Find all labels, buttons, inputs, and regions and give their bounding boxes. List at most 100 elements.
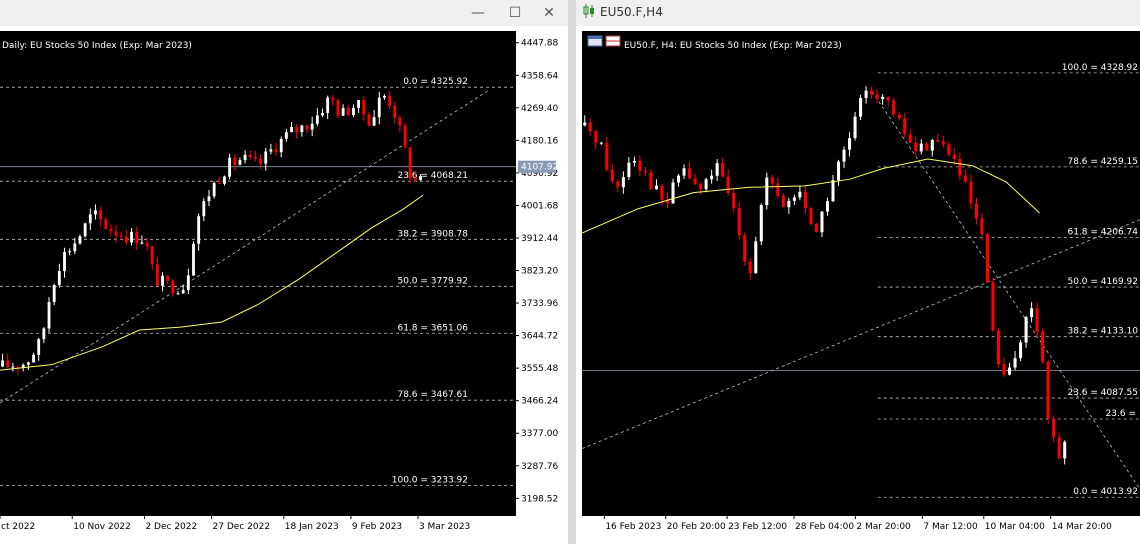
candle-bear	[398, 117, 402, 126]
candle-bear	[99, 210, 103, 220]
candle-bull	[704, 179, 708, 190]
title-bar[interactable]: EU50.F,H4	[576, 0, 1140, 26]
candle-bull	[161, 275, 164, 286]
candle-bull	[831, 180, 835, 202]
y-tick-label: 3733.96	[521, 299, 558, 309]
candle-bull	[212, 182, 216, 197]
candle-bull	[853, 116, 857, 139]
candle-bull	[1063, 441, 1067, 459]
close-button[interactable]: ✕	[543, 5, 555, 21]
moving-average-line	[582, 158, 1040, 234]
candle-bear	[665, 199, 670, 204]
candle-bear	[1035, 308, 1039, 332]
trendline	[582, 219, 1140, 450]
current-price-tag	[518, 160, 556, 173]
candle-bear	[803, 191, 807, 209]
candle-bear	[925, 143, 929, 151]
fib-level-label: 61.8 = 4206.74	[1067, 227, 1138, 237]
trendline	[0, 89, 491, 404]
candle-bear	[1057, 437, 1061, 459]
candle-bear	[875, 94, 879, 100]
chart-symbol-label: EU50.F, H4: EU Stocks 50 Index (Exp: Mar…	[624, 41, 842, 51]
candle-bull	[372, 117, 376, 126]
candlestick-chart-icon	[582, 3, 596, 23]
candle-bull	[583, 122, 587, 126]
candle-bull	[290, 127, 293, 133]
candle-bull	[32, 354, 35, 363]
candle-bear	[809, 208, 813, 224]
candle-bull	[859, 98, 863, 117]
candle-bear	[991, 282, 995, 331]
fib-level-label: 78.6 = 4259.15	[1067, 157, 1138, 167]
candle-bull	[26, 362, 30, 365]
candle-bull	[300, 125, 304, 133]
candle-bull	[315, 115, 319, 124]
candle-bull	[186, 275, 190, 290]
candle-bear	[914, 142, 918, 152]
candle-bull	[930, 140, 934, 151]
candle-bear	[393, 105, 397, 118]
h4-chart[interactable]: 100.0 = 4328.92 78.6 = 4259.15 61.8 = 4206…	[576, 26, 1140, 544]
candle-bull	[352, 107, 355, 116]
daily-chart[interactable]: 0.0 = 4325.92 23.6 = 4068.21 38.2 = 3908.7…	[0, 26, 568, 544]
maximize-button[interactable]: ☐	[508, 5, 522, 21]
candle-bull	[73, 243, 77, 252]
candle-bull	[321, 112, 324, 116]
x-tick-label: 2 Mar 20:00	[856, 522, 911, 532]
candle-bull	[202, 201, 206, 217]
fib-level-label: 23.6 = 4068.21	[397, 171, 468, 181]
fib-diagonal	[871, 91, 1140, 490]
candle-bull	[223, 176, 226, 184]
candle-bear	[660, 185, 664, 200]
candle-bear	[947, 144, 951, 155]
candle-bull	[677, 175, 681, 183]
candle-bear	[413, 178, 417, 180]
x-tick-label: 27 Dec 2022	[213, 522, 271, 532]
candle-bear	[903, 118, 907, 135]
plot-area	[0, 31, 516, 516]
y-tick-label: 3912.44	[521, 234, 558, 244]
x-tick-label: 10 Mar 04:00	[985, 522, 1045, 532]
candle-bull	[341, 108, 345, 116]
fib-level-label: 100.0 = 4328.92	[1062, 63, 1138, 73]
y-tick-label: 3466.24	[521, 397, 558, 407]
candle-bull	[1013, 358, 1017, 368]
candle-bull	[83, 223, 87, 237]
candle-bull	[864, 90, 868, 99]
candle-bull	[919, 143, 923, 152]
candle-bull	[715, 163, 719, 176]
title-bar[interactable]: — ☐ ✕	[0, 0, 568, 26]
candle-bull	[383, 95, 386, 98]
fib-level-label: 38.2 = 4133.10	[1067, 327, 1138, 337]
candle-bull	[197, 216, 201, 244]
candle-bull	[207, 196, 211, 202]
candle-bear	[969, 181, 973, 204]
plot-layer: 0.0 = 4325.92 23.6 = 4068.21 38.2 = 3908.7…	[0, 77, 516, 486]
candle-bear	[649, 172, 653, 190]
candle-bull	[759, 205, 763, 242]
candle-bear	[996, 330, 1001, 365]
candle-bull	[228, 157, 232, 177]
daily-chart-window[interactable]: — ☐ ✕ 0.0 = 4325.92 23.6 = 4068.21 38.2 = …	[0, 0, 568, 544]
fib-level-label: 100.0 = 3233.92	[392, 475, 468, 485]
candle-bull	[754, 241, 758, 274]
candle-bull	[798, 191, 802, 198]
candle-bull	[1030, 308, 1034, 318]
candle-bear	[109, 228, 113, 232]
candle-bull	[176, 293, 180, 295]
y-tick-label: 4358.64	[521, 71, 558, 81]
candle-bull	[310, 123, 314, 130]
minimize-button[interactable]: —	[471, 5, 485, 21]
candle-bear	[770, 177, 774, 184]
candle-bear	[367, 114, 371, 126]
y-tick-label: 3823.20	[521, 267, 558, 277]
x-tick-label: 20 Feb 20:00	[667, 522, 726, 532]
candle-bull	[42, 328, 46, 340]
chart-menu-icon[interactable]	[587, 35, 621, 47]
candle-bull	[419, 176, 422, 180]
candle-bull	[181, 289, 185, 294]
h4-chart-window[interactable]: EU50.F,H4 100.0 = 4328.92 78.6 = 4259.15 6…	[576, 0, 1140, 544]
candle-bear	[748, 261, 752, 274]
candle-bear	[1002, 364, 1006, 375]
candle-bear	[217, 182, 221, 184]
